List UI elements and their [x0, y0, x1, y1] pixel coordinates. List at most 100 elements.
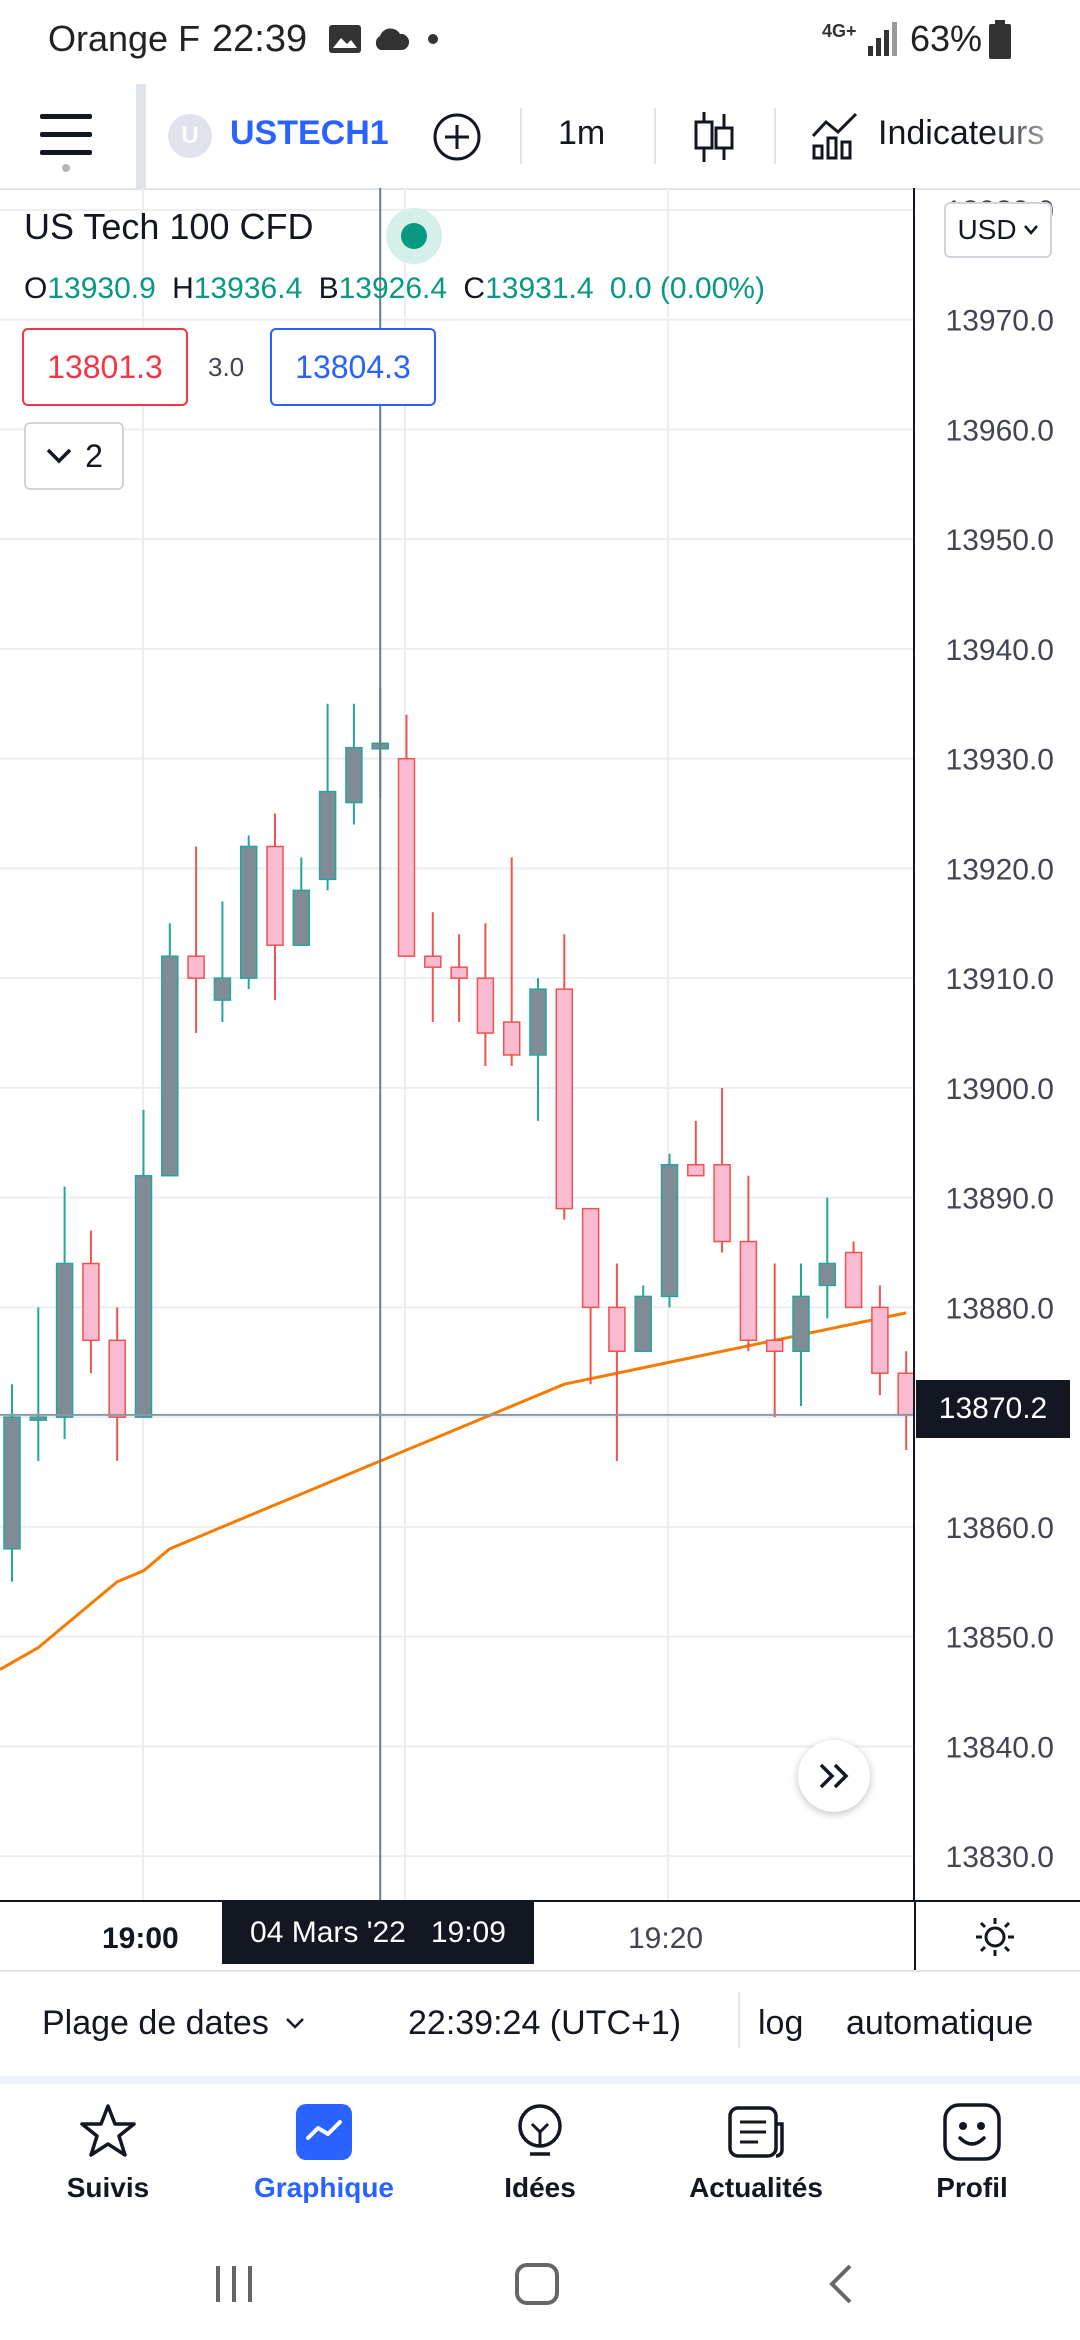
chevron-down-icon [1023, 225, 1038, 235]
nav-label: Suivis [66, 2172, 150, 2203]
price-tick: 13910.0 [946, 963, 1054, 996]
candle [897, 1351, 915, 1451]
candle [82, 1230, 100, 1374]
candle [844, 1241, 863, 1309]
candle [239, 835, 258, 990]
toolbar-separator [654, 108, 656, 164]
nav-label: Idées [504, 2172, 576, 2203]
nav-news[interactable]: Actualités [656, 2102, 856, 2204]
battery-icon [988, 20, 1012, 65]
menu-icon[interactable] [40, 114, 92, 172]
candle [739, 1175, 758, 1352]
menu-badge-dot [62, 164, 70, 172]
recent-apps-icon[interactable] [212, 2264, 256, 2309]
moving-average-line [0, 1311, 907, 1671]
log-scale-toggle[interactable]: log [758, 2004, 804, 2042]
chart-grid [0, 188, 914, 1900]
candle [292, 857, 311, 946]
toolbar-separator [774, 108, 776, 164]
candle [29, 1307, 48, 1462]
time-tick: 19:00 [102, 1922, 179, 1955]
timezone-clock[interactable]: 22:39:24 (UTC+1) [408, 2004, 682, 2042]
close-label: C [463, 272, 486, 305]
candle [634, 1285, 652, 1353]
status-time: 22:39 [212, 18, 308, 60]
nav-ideas[interactable]: Idées [440, 2102, 640, 2204]
crosshair-time-label: 04 Mars '22 19:09 [222, 1902, 534, 1964]
open-label: O [24, 272, 48, 305]
back-icon[interactable] [826, 2262, 856, 2311]
system-navigation [0, 2226, 1080, 2340]
nav-profile[interactable]: Profil [872, 2102, 1072, 2204]
candlestick-chart[interactable]: 13980.013970.013960.013950.013940.013930… [0, 188, 1080, 1900]
close-value: 13931.4 [485, 272, 594, 305]
cloud-icon [370, 26, 410, 57]
chart-pane[interactable]: 13980.013970.013960.013950.013940.013930… [0, 188, 1080, 1900]
candle [397, 714, 416, 957]
network-type: 4G+ [822, 21, 857, 41]
gallery-icon [328, 24, 362, 59]
candle [108, 1307, 126, 1462]
candle [765, 1263, 784, 1418]
high-value: 13936.4 [193, 272, 303, 305]
star-icon [78, 2102, 138, 2162]
bid-value: 13926.4 [338, 272, 448, 305]
chart-icon [294, 2102, 354, 2162]
nav-label: Graphique [253, 2172, 394, 2203]
nav-watchlist[interactable]: Suivis [8, 2102, 208, 2204]
candle [55, 1186, 74, 1440]
date-range-label: Plage de dates [42, 2004, 269, 2042]
currency-selector[interactable]: USD [944, 202, 1052, 258]
candle [450, 934, 468, 1023]
candle [608, 1263, 626, 1462]
price-tick: 13920.0 [946, 853, 1054, 886]
symbol-title: US Tech 100 CFD [24, 206, 314, 247]
nav-label: Actualités [689, 2172, 823, 2203]
sell-button[interactable]: 13801.3 [22, 328, 188, 406]
buy-button[interactable]: 13804.3 [270, 328, 436, 406]
chevron-down-icon [285, 2017, 304, 2029]
price-axis[interactable]: 13980.013970.013960.013950.013940.013930… [913, 188, 1054, 1900]
price-tick: 13940.0 [946, 634, 1054, 667]
auto-scale-toggle[interactable]: automatique [846, 2004, 1034, 2042]
symbol-button[interactable]: USTECH1 [230, 114, 389, 152]
status-bar: Orange F 22:39 4G+ 63% [0, 0, 1080, 84]
settings-icon[interactable] [974, 1916, 1016, 1963]
scroll-to-realtime-button[interactable] [798, 1740, 870, 1812]
compare-add-icon[interactable] [432, 112, 482, 167]
candle [502, 857, 521, 1066]
collapse-indicators-button[interactable]: 2 [24, 422, 124, 490]
market-status-icon[interactable] [386, 208, 442, 264]
chart-bottom-bar: Plage de dates 22:39:24 (UTC+1) log auto… [0, 1970, 1080, 2072]
price-tick: 13890.0 [946, 1183, 1054, 1216]
price-tick: 13900.0 [946, 1073, 1054, 1106]
price-tick: 13960.0 [946, 414, 1054, 447]
price-tick: 13830.0 [946, 1841, 1054, 1874]
price-tick: 13880.0 [946, 1292, 1054, 1325]
price-tick: 13850.0 [946, 1622, 1054, 1655]
home-icon[interactable] [514, 2262, 560, 2311]
open-value: 13930.9 [47, 272, 156, 305]
candle [345, 703, 363, 825]
date-range-button[interactable]: Plage de dates [42, 2004, 305, 2043]
smiley-icon [942, 2102, 1002, 2162]
interval-button[interactable]: 1m [558, 114, 606, 152]
price-tick: 13950.0 [946, 524, 1054, 557]
indicator-count: 2 [85, 437, 103, 474]
symbol-logo: U [168, 114, 212, 158]
lightbulb-icon [510, 2102, 570, 2162]
bid-label: B [318, 272, 339, 305]
candle [555, 934, 574, 1220]
price-tick: 13860.0 [946, 1512, 1054, 1545]
candle [187, 846, 205, 1034]
candle [818, 1197, 837, 1319]
price-tick: 13970.0 [946, 305, 1054, 338]
ohlc-legend: O13930.9 H13936.4 B13926.4 C13931.4 0.0 … [24, 272, 765, 306]
candles-style-icon[interactable] [692, 110, 736, 169]
nav-chart[interactable]: Graphique [224, 2102, 424, 2204]
axis-divider [914, 1902, 916, 1970]
indicators-icon[interactable] [810, 110, 860, 165]
time-axis[interactable]: 19:00 04 Mars '22 19:09 19:20 [0, 1900, 1080, 1970]
change-value: 0.0 (0.00%) [609, 272, 765, 305]
price-tick: 13930.0 [946, 744, 1054, 777]
